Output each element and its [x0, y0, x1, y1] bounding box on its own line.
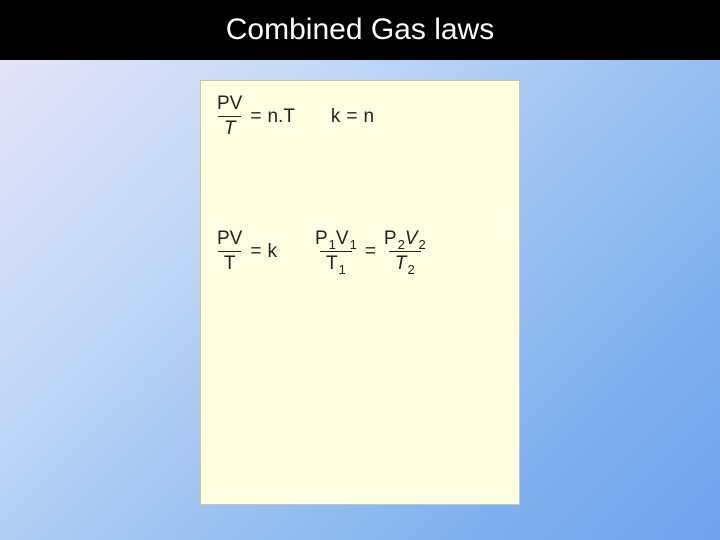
rhs: n [364, 106, 375, 128]
equation-row-2: PV T = k P1V1 T1 = P2V2 [215, 228, 505, 275]
equation-pv-over-t-k: PV T = k [215, 228, 277, 275]
t-symbol: T [395, 253, 407, 274]
denominator: T [218, 116, 242, 140]
p-sub: 1 [329, 237, 336, 252]
denominator-right: T2 [389, 251, 421, 275]
fraction-pv-t: PV T [215, 93, 244, 140]
slide: Combined Gas laws PV T = n.T k = n [0, 0, 720, 540]
v-sub: 1 [350, 237, 357, 252]
numerator-right: P2V2 [382, 228, 428, 251]
t-sub: 1 [339, 262, 346, 277]
equation-pv-over-t-nt: PV T = n.T [215, 93, 295, 140]
slide-title: Combined Gas laws [226, 13, 494, 47]
t-symbol: T [326, 253, 338, 274]
numerator: PV [215, 93, 244, 116]
numerator: PV [215, 228, 244, 251]
p-sub: 2 [398, 237, 405, 252]
equals-sign: = [365, 241, 376, 263]
denominator-left: T1 [320, 251, 352, 275]
equation-combined-gas-law: P1V1 T1 = P2V2 T2 [313, 228, 428, 275]
denominator: T [218, 251, 242, 275]
equals-sign: = [250, 241, 261, 263]
equals-sign: = [346, 106, 357, 128]
equation-panel: PV T = n.T k = n PV T = k [200, 80, 520, 505]
title-bar: Combined Gas laws [0, 0, 720, 60]
fraction-left: P1V1 T1 [313, 228, 359, 275]
equation-row-1: PV T = n.T k = n [215, 93, 505, 140]
v-symbol: V [336, 228, 349, 249]
fraction-pv-t: PV T [215, 228, 244, 275]
rhs: n.T [267, 106, 294, 128]
t-sub: 2 [408, 262, 415, 277]
v-symbol: V [405, 228, 418, 249]
numerator-left: P1V1 [313, 228, 359, 251]
lhs: k [331, 106, 341, 128]
v-sub: 2 [419, 237, 426, 252]
p-symbol: P [384, 228, 397, 249]
rhs: k [267, 241, 277, 263]
equals-sign: = [250, 106, 261, 128]
p-symbol: P [315, 228, 328, 249]
fraction-right: P2V2 T2 [382, 228, 428, 275]
equation-k-equals-n: k = n [331, 106, 374, 128]
